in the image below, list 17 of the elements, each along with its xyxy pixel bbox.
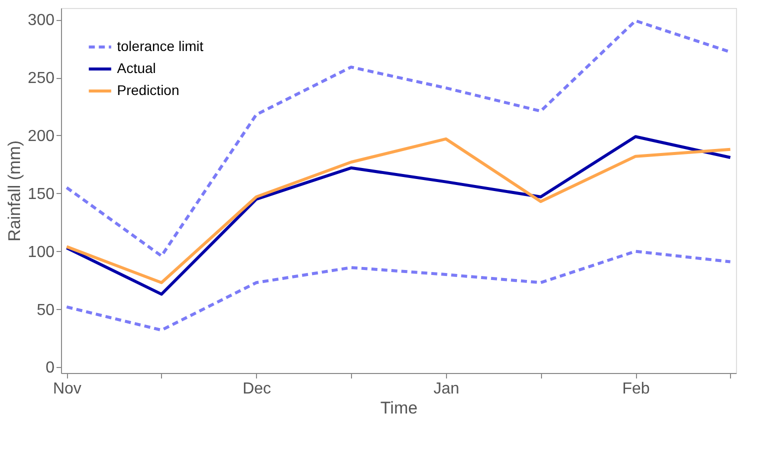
legend-label: Actual — [117, 60, 156, 76]
y-tick-label: 150 — [28, 186, 55, 203]
y-tick-label: 200 — [28, 128, 55, 145]
y-tick-label: 250 — [28, 70, 55, 88]
y-tick-label: 300 — [28, 12, 55, 30]
legend-label: tolerance limit — [117, 38, 204, 54]
x-tick-label: Nov — [52, 380, 82, 398]
y-tick-label: 50 — [36, 302, 55, 319]
x-axis-title: Time — [380, 398, 418, 418]
line-series — [65, 250, 732, 332]
y-axis-title: Rainfall (mm) — [4, 140, 24, 242]
x-tick-label: Feb — [622, 380, 650, 398]
x-tick-label: Dec — [242, 380, 272, 398]
y-tick-label: 0 — [46, 360, 55, 377]
y-tick-label: 100 — [28, 244, 55, 261]
x-tick-label: Jan — [434, 380, 460, 398]
legend-label: Prediction — [117, 82, 180, 98]
